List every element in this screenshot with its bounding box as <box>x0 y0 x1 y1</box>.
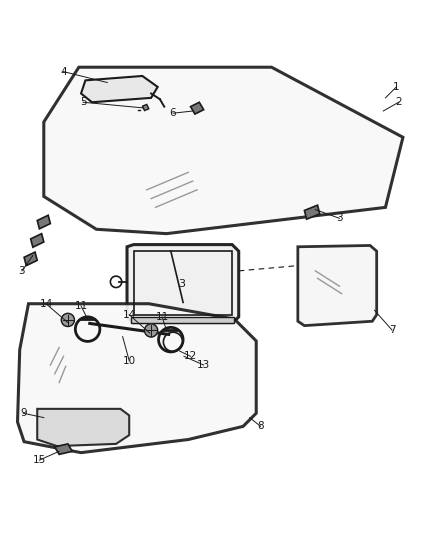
Polygon shape <box>37 409 129 446</box>
Polygon shape <box>191 102 204 114</box>
Polygon shape <box>131 317 234 322</box>
Text: 9: 9 <box>20 408 27 418</box>
Text: 2: 2 <box>395 97 402 107</box>
Text: 11: 11 <box>155 312 169 322</box>
Text: 13: 13 <box>197 360 210 370</box>
Text: 11: 11 <box>74 301 88 311</box>
Text: 12: 12 <box>184 351 197 361</box>
Text: 14: 14 <box>123 310 136 320</box>
Text: 1: 1 <box>393 82 400 92</box>
Text: 3: 3 <box>18 266 25 276</box>
Text: 10: 10 <box>123 356 136 366</box>
Text: 3: 3 <box>336 213 343 223</box>
Text: 7: 7 <box>389 325 396 335</box>
Text: 5: 5 <box>80 97 87 107</box>
Polygon shape <box>298 246 377 326</box>
Polygon shape <box>24 252 37 265</box>
Text: 14: 14 <box>39 298 53 309</box>
Polygon shape <box>37 215 50 229</box>
Polygon shape <box>31 233 44 247</box>
Text: 4: 4 <box>60 67 67 77</box>
Text: 15: 15 <box>33 455 46 465</box>
Polygon shape <box>55 444 72 455</box>
Polygon shape <box>81 76 158 102</box>
Text: 6: 6 <box>170 108 177 118</box>
Polygon shape <box>127 245 239 324</box>
Text: 3: 3 <box>178 279 185 289</box>
Polygon shape <box>304 205 320 219</box>
Polygon shape <box>142 104 149 110</box>
Polygon shape <box>18 304 256 453</box>
Circle shape <box>61 313 74 327</box>
Circle shape <box>145 324 158 337</box>
Polygon shape <box>44 67 403 233</box>
Text: 8: 8 <box>257 422 264 431</box>
